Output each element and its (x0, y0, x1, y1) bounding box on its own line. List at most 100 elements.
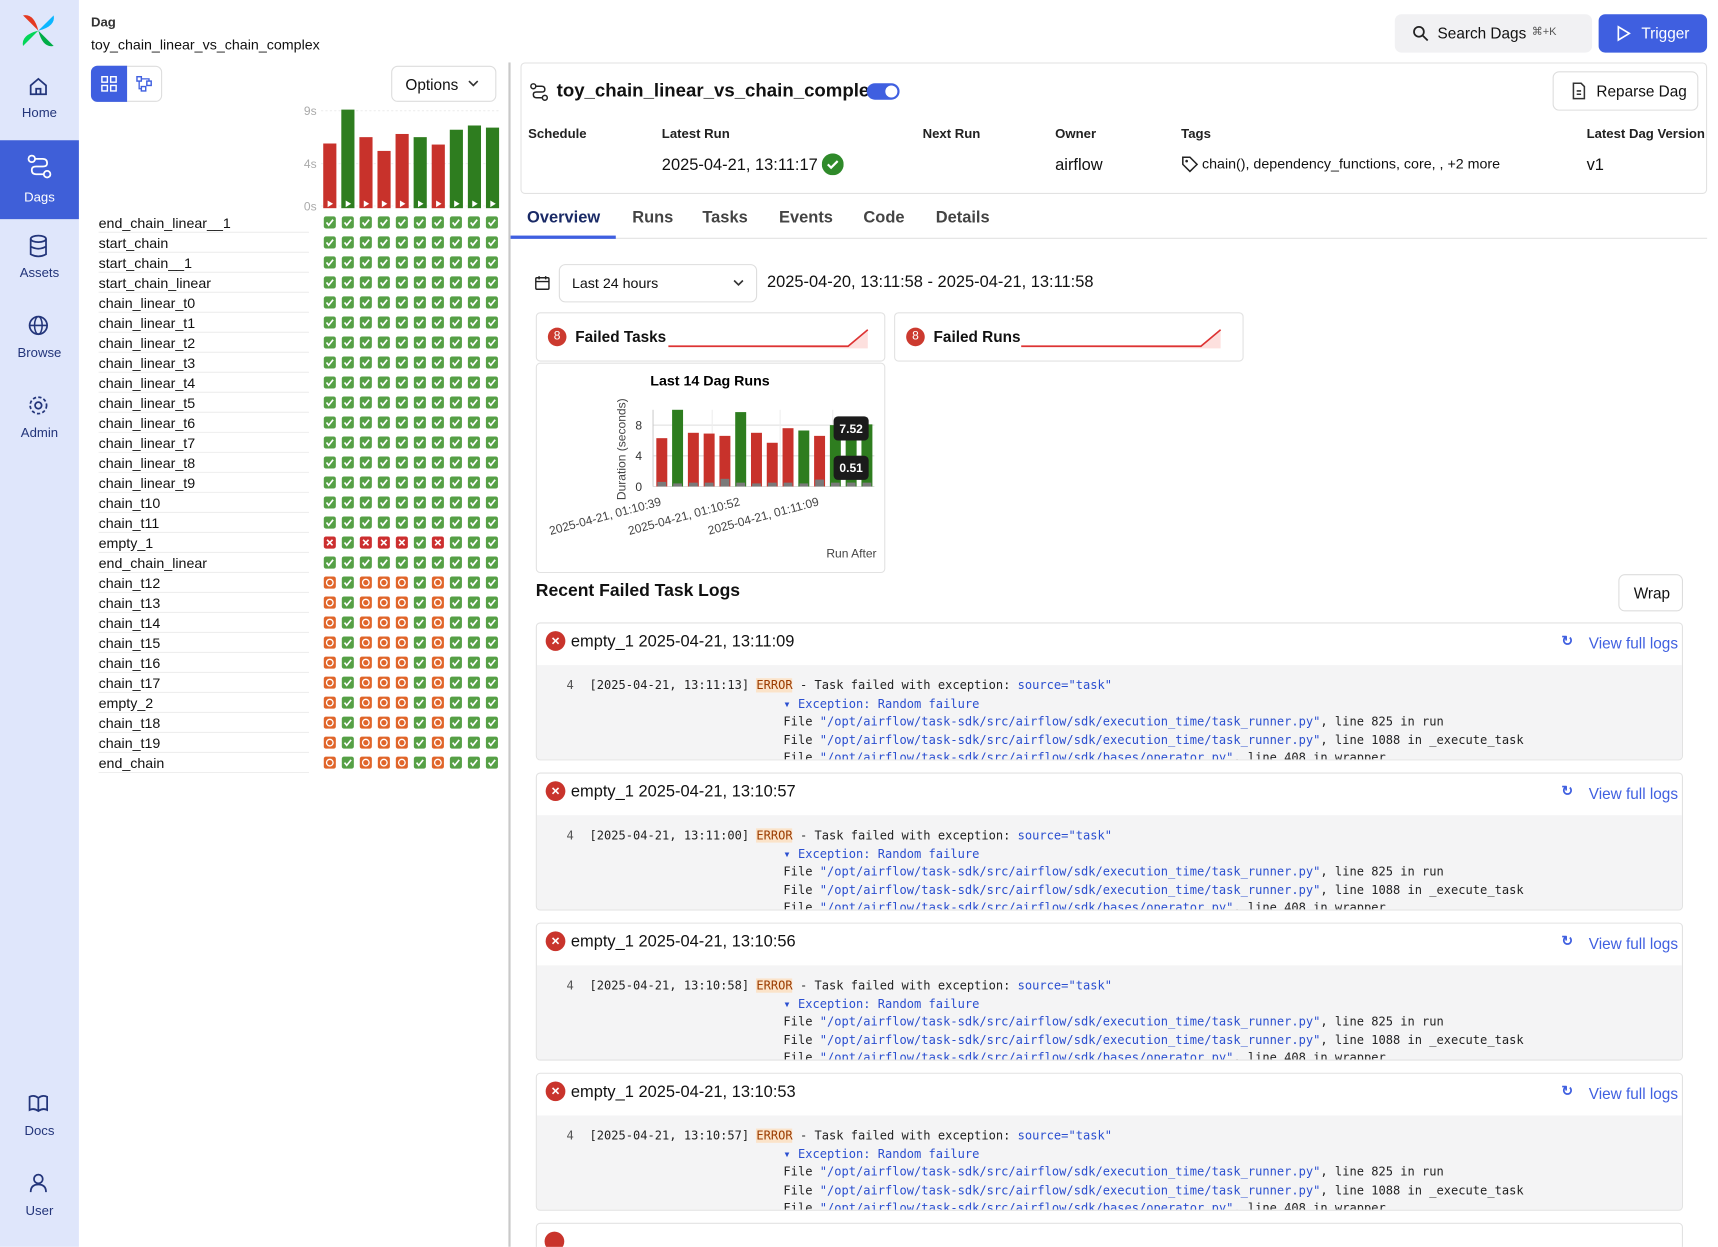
view-logs-link[interactable]: View full logs (1588, 784, 1679, 803)
tab[interactable]: Runs (632, 208, 674, 227)
task-status[interactable] (485, 716, 498, 729)
task-status[interactable] (395, 556, 408, 569)
task-status[interactable] (449, 336, 462, 349)
task-status[interactable] (377, 696, 390, 709)
task-status[interactable] (359, 756, 372, 769)
task-name[interactable]: chain_t12 (99, 576, 161, 592)
task-status[interactable] (431, 396, 444, 409)
task-status[interactable] (449, 716, 462, 729)
task-status[interactable] (395, 756, 408, 769)
task-status[interactable] (413, 476, 426, 489)
task-status[interactable] (359, 556, 372, 569)
task-status[interactable] (377, 756, 390, 769)
task-status[interactable] (485, 516, 498, 529)
task-status[interactable] (359, 736, 372, 749)
task-status[interactable] (431, 356, 444, 369)
task-status[interactable] (431, 616, 444, 629)
task-status[interactable] (449, 396, 462, 409)
task-status[interactable] (413, 316, 426, 329)
run-bar[interactable] (703, 433, 715, 487)
task-status[interactable] (431, 676, 444, 689)
task-status[interactable] (431, 456, 444, 469)
wrap-button[interactable] (1618, 574, 1683, 612)
task-status[interactable] (359, 716, 372, 729)
task-status[interactable] (323, 496, 336, 509)
task-status[interactable] (467, 556, 480, 569)
task-status[interactable] (449, 416, 462, 429)
task-status[interactable] (449, 356, 462, 369)
task-status[interactable] (359, 656, 372, 669)
task-status[interactable] (395, 496, 408, 509)
task-status[interactable] (431, 516, 444, 529)
tab[interactable]: Overview (527, 208, 601, 227)
run-bar[interactable] (735, 412, 747, 487)
task-status[interactable] (413, 256, 426, 269)
task-status[interactable] (395, 256, 408, 269)
nav-assets[interactable]: Assets (19, 265, 60, 281)
task-status[interactable] (341, 736, 354, 749)
task-status[interactable] (449, 276, 462, 289)
task-status[interactable] (341, 716, 354, 729)
task-status[interactable] (431, 656, 444, 669)
task-status[interactable] (377, 596, 390, 609)
task-status[interactable] (323, 256, 336, 269)
task-name[interactable]: chain_linear_t8 (99, 456, 196, 472)
task-status[interactable] (377, 476, 390, 489)
task-status[interactable] (431, 636, 444, 649)
trigger-button[interactable] (1598, 14, 1708, 53)
task-status[interactable] (485, 556, 498, 569)
task-name[interactable]: chain_t17 (99, 676, 161, 692)
task-status[interactable] (413, 656, 426, 669)
task-status[interactable] (413, 676, 426, 689)
task-status[interactable] (395, 336, 408, 349)
task-status[interactable] (359, 316, 372, 329)
task-status[interactable] (413, 536, 426, 549)
task-status[interactable] (395, 676, 408, 689)
task-status[interactable] (485, 256, 498, 269)
task-status[interactable] (395, 396, 408, 409)
home-icon[interactable] (27, 76, 49, 98)
task-status[interactable] (359, 256, 372, 269)
task-status[interactable] (341, 216, 354, 229)
task-name[interactable]: chain_t14 (99, 616, 161, 632)
task-status[interactable] (449, 516, 462, 529)
task-status[interactable] (341, 596, 354, 609)
task-name[interactable]: chain_t18 (99, 716, 161, 732)
search-label[interactable]: Search Dags (1437, 24, 1527, 42)
task-status[interactable] (377, 416, 390, 429)
task-name[interactable]: chain_linear_t3 (99, 356, 196, 372)
view-logs-link[interactable]: View full logs (1588, 1084, 1679, 1103)
task-status[interactable] (485, 436, 498, 449)
task-status[interactable] (323, 316, 336, 329)
task-status[interactable] (449, 596, 462, 609)
task-status[interactable] (323, 396, 336, 409)
task-name[interactable]: chain_linear_t9 (99, 476, 196, 492)
options-label[interactable]: Options (405, 75, 459, 94)
task-status[interactable] (359, 496, 372, 509)
task-status[interactable] (323, 276, 336, 289)
task-status[interactable] (359, 616, 372, 629)
task-status[interactable] (359, 476, 372, 489)
task-name[interactable]: chain_linear_t2 (99, 336, 196, 352)
task-status[interactable] (485, 396, 498, 409)
task-status[interactable] (395, 216, 408, 229)
task-status[interactable] (485, 576, 498, 589)
task-status[interactable] (323, 716, 336, 729)
task-status[interactable] (413, 336, 426, 349)
run-duration-bar[interactable] (467, 125, 482, 209)
latest-run[interactable]: 2025-04-21, 13:11:17 (661, 155, 818, 175)
task-status[interactable] (377, 736, 390, 749)
task-status[interactable] (431, 296, 444, 309)
search-button[interactable] (1394, 14, 1593, 53)
task-status[interactable] (431, 496, 444, 509)
task-status[interactable] (395, 516, 408, 529)
task-status[interactable] (395, 356, 408, 369)
task-status[interactable] (485, 336, 498, 349)
failed-runs-card[interactable] (894, 312, 1244, 362)
task-status[interactable] (485, 216, 498, 229)
tab[interactable]: Details (935, 208, 990, 227)
task-status[interactable] (323, 556, 336, 569)
task-status[interactable] (359, 696, 372, 709)
task-status[interactable] (431, 756, 444, 769)
task-name[interactable]: chain_linear_t0 (99, 296, 196, 312)
